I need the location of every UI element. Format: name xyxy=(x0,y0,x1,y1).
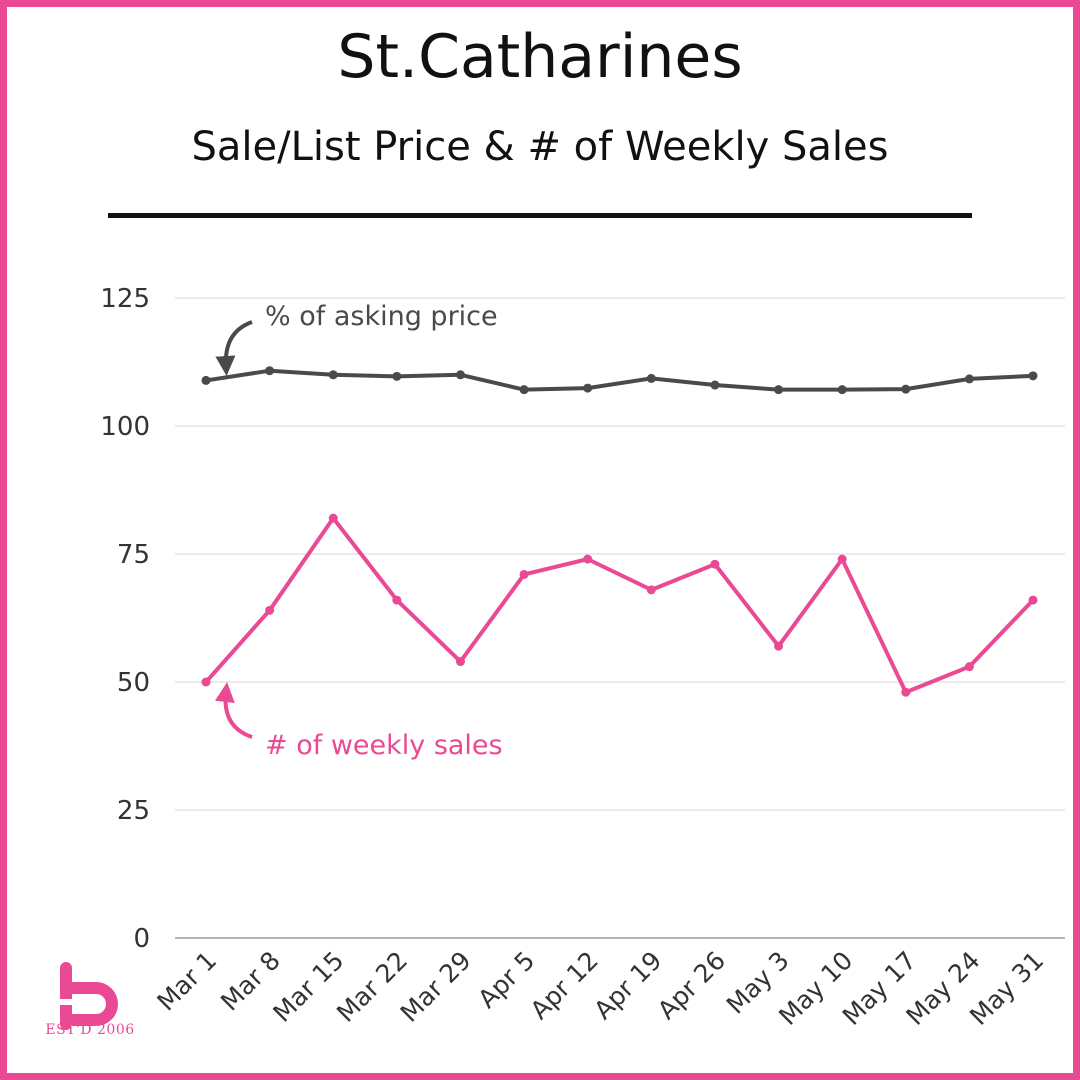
data-point xyxy=(965,374,974,383)
data-point xyxy=(392,596,401,605)
series-lines xyxy=(202,366,1038,697)
data-point xyxy=(456,657,465,666)
data-point xyxy=(774,385,783,394)
data-point xyxy=(901,688,910,697)
y-tick-label: 100 xyxy=(100,412,150,442)
y-tick-label: 0 xyxy=(133,924,150,954)
x-tick-label: Mar 15 xyxy=(267,946,349,1028)
series-label-weekly-sales: # of weekly sales xyxy=(265,730,503,761)
annotation-arrow-pink xyxy=(226,692,252,737)
y-axis-ticks: 0 25 50 75 100 125 xyxy=(100,284,150,954)
data-point xyxy=(838,555,847,564)
series-line-1 xyxy=(206,518,1033,692)
annotation-arrow-gray xyxy=(226,322,252,366)
data-point xyxy=(1029,596,1038,605)
data-point xyxy=(901,385,910,394)
data-point xyxy=(774,642,783,651)
data-point xyxy=(647,585,656,594)
data-point xyxy=(583,555,592,564)
data-point xyxy=(710,560,719,569)
data-point xyxy=(838,385,847,394)
data-point xyxy=(520,570,529,579)
data-point xyxy=(329,370,338,379)
x-tick-label: Mar 1 xyxy=(152,946,223,1017)
x-tick-label: Mar 22 xyxy=(331,946,413,1028)
y-tick-label: 25 xyxy=(117,796,150,826)
data-point xyxy=(265,606,274,615)
x-tick-label: Apr 12 xyxy=(525,946,604,1025)
series-label-asking-price: % of asking price xyxy=(265,301,498,332)
y-tick-label: 125 xyxy=(100,284,150,314)
data-point xyxy=(392,372,401,381)
y-tick-label: 75 xyxy=(117,540,150,570)
x-tick-label: Apr 26 xyxy=(652,946,731,1025)
data-point xyxy=(1029,371,1038,380)
data-point xyxy=(202,376,211,385)
gridlines xyxy=(175,298,1065,938)
data-point xyxy=(329,514,338,523)
logo-established-text: EST'D 2006 xyxy=(42,1022,138,1038)
data-point xyxy=(456,370,465,379)
annotation-weekly-sales: # of weekly sales xyxy=(226,692,503,761)
data-point xyxy=(265,366,274,375)
x-tick-label: Mar 29 xyxy=(395,946,477,1028)
data-point xyxy=(583,384,592,393)
x-tick-label: Apr 19 xyxy=(588,946,667,1025)
y-tick-label: 50 xyxy=(117,668,150,698)
data-point xyxy=(710,381,719,390)
data-point xyxy=(520,385,529,394)
data-point xyxy=(202,678,211,687)
line-chart: 0 25 50 75 100 125 Mar 1Mar 8Mar 15Mar 22Mar … xyxy=(0,0,1080,1080)
data-point xyxy=(965,662,974,671)
data-point xyxy=(647,374,656,383)
annotation-asking-price: % of asking price xyxy=(226,301,498,366)
